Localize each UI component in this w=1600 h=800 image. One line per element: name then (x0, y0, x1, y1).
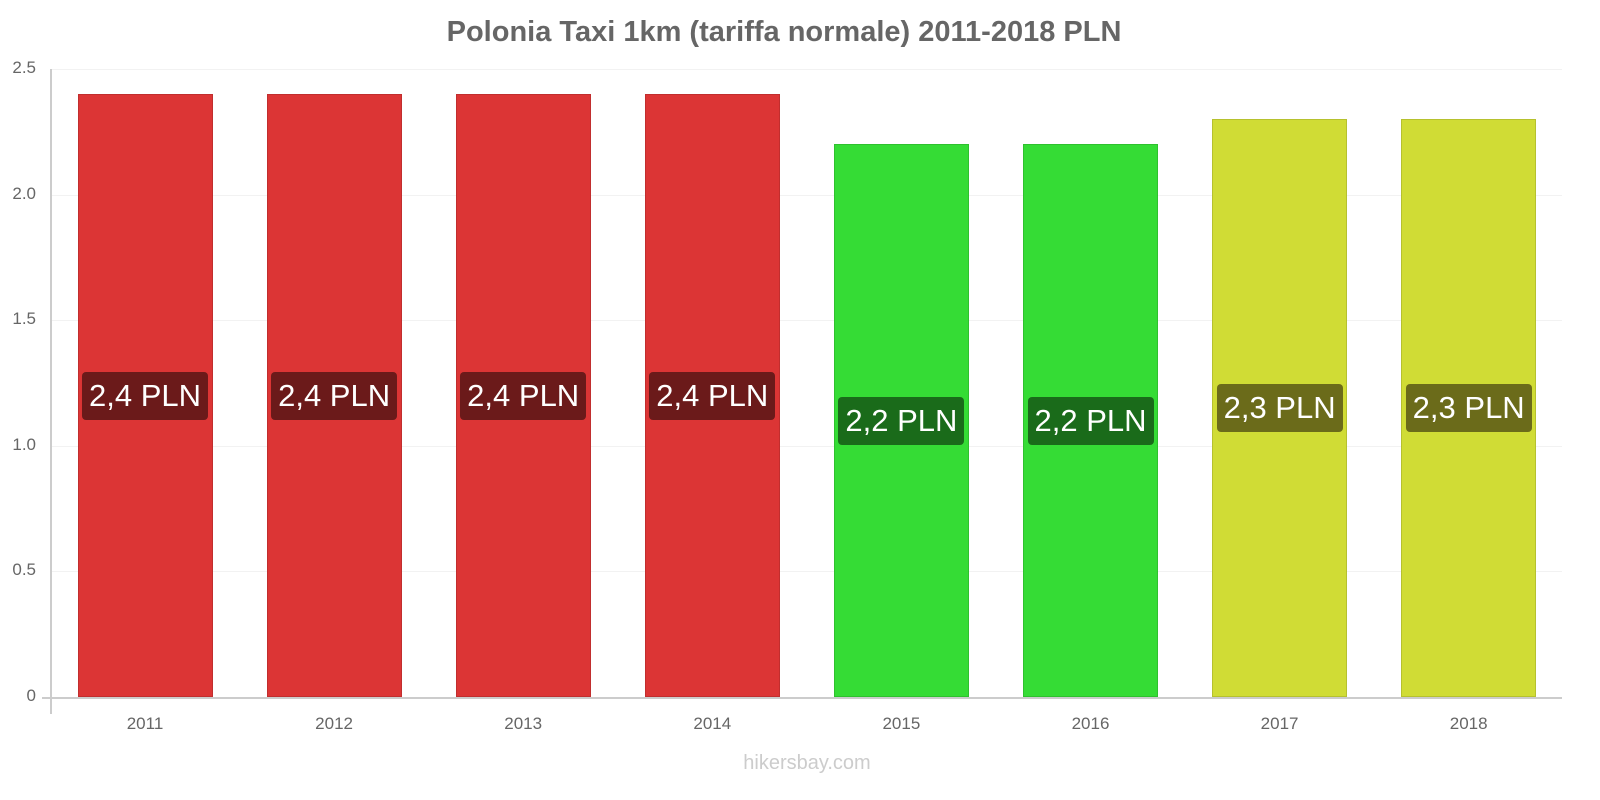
gridline (51, 69, 1562, 70)
x-tick-label: 2016 (1071, 714, 1110, 733)
data-label: 2,4 PLN (649, 371, 776, 420)
y-tick-label: 0 (26, 686, 36, 705)
gridline (51, 194, 1562, 196)
data-label: 2,4 PLN (460, 371, 587, 420)
plot-area (51, 69, 1562, 697)
y-tick-label: 1.5 (12, 309, 36, 329)
gridline (51, 571, 1562, 573)
y-tick-label: 2.5 (12, 58, 36, 77)
x-tick-label: 2017 (1260, 714, 1299, 733)
x-tick-label: 2018 (1449, 714, 1488, 733)
data-label: 2,3 PLN (1405, 384, 1532, 433)
x-tick-label: 2014 (693, 714, 732, 733)
y-tick-label: 2.0 (12, 183, 36, 203)
x-tick-label: 2013 (504, 714, 543, 733)
y-axis-line (50, 69, 52, 714)
gridline (51, 445, 1562, 447)
data-label: 2,4 PLN (271, 371, 398, 420)
y-tick-label: 0.5 (12, 560, 36, 580)
data-label: 2,3 PLN (1216, 384, 1343, 433)
y-tick-label: 1.0 (12, 434, 36, 454)
x-axis-line (42, 697, 1562, 699)
x-tick-label: 2012 (315, 714, 353, 733)
data-label: 2,4 PLN (81, 371, 209, 420)
watermark: hikersbay.com (743, 752, 871, 774)
x-tick-label: 2015 (882, 714, 921, 733)
chart-title: Polonia Taxi 1km (tariffa normale) 2011-… (446, 16, 1122, 48)
gridline (51, 320, 1562, 322)
x-tick-label: 2011 (126, 714, 164, 733)
data-label: 2,2 PLN (838, 396, 965, 445)
data-label: 2,2 PLN (1027, 396, 1154, 445)
